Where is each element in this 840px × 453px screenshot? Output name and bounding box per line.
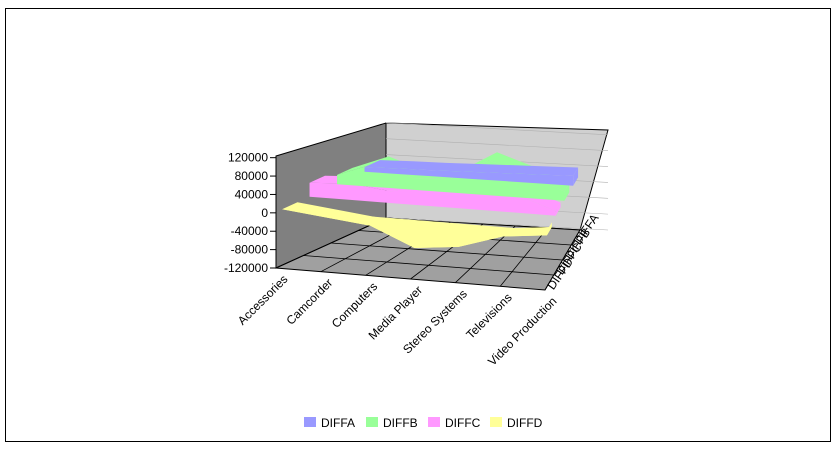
- series-area-front: [282, 209, 547, 248]
- back-wall-grid-line: [385, 122, 609, 136]
- x-tick-label: Televisions: [463, 290, 514, 341]
- legend-swatch: [304, 417, 316, 427]
- back-wall-grid-line: [385, 138, 609, 151]
- legend-swatch: [490, 417, 502, 427]
- floor-depth-line: [303, 255, 554, 276]
- back-wall-grid-line: [385, 217, 609, 231]
- legend-label: DIFFD: [507, 416, 543, 430]
- x-tick-label: Accessories: [235, 272, 291, 328]
- legend: DIFFA DIFFB DIFFC DIFFD: [304, 416, 543, 430]
- series-area-top: [364, 160, 579, 176]
- series-area-end: [564, 182, 570, 201]
- series-area-end: [546, 222, 552, 236]
- series-area-end: [573, 167, 579, 186]
- y-tick-label: 80000: [235, 169, 269, 183]
- y-tick-label: -40000: [231, 224, 269, 238]
- y-tick-label: -80000: [231, 243, 269, 257]
- series-area-end: [555, 202, 561, 216]
- y-tick-label: -120000: [224, 261, 268, 275]
- x-tick-label: Camcorder: [283, 276, 335, 328]
- y-axis-ticks: 120000 80000 40000 0 -40000 -80000 -120000: [224, 151, 276, 275]
- legend-swatch: [366, 417, 378, 427]
- series-area-front: [364, 167, 574, 186]
- legend-label: DIFFB: [383, 416, 418, 430]
- y-tick-label: 120000: [228, 151, 268, 165]
- legend-label: DIFFC: [445, 416, 481, 430]
- series-area-front: [309, 169, 556, 216]
- y-tick-label: 40000: [235, 187, 269, 201]
- floor-depth-line: [330, 242, 563, 261]
- y-tick-label: 0: [261, 206, 268, 220]
- legend-label: DIFFA: [321, 416, 355, 430]
- legend-swatch: [428, 417, 440, 427]
- series-group: [282, 152, 579, 248]
- x-tick-label: Computers: [329, 279, 380, 330]
